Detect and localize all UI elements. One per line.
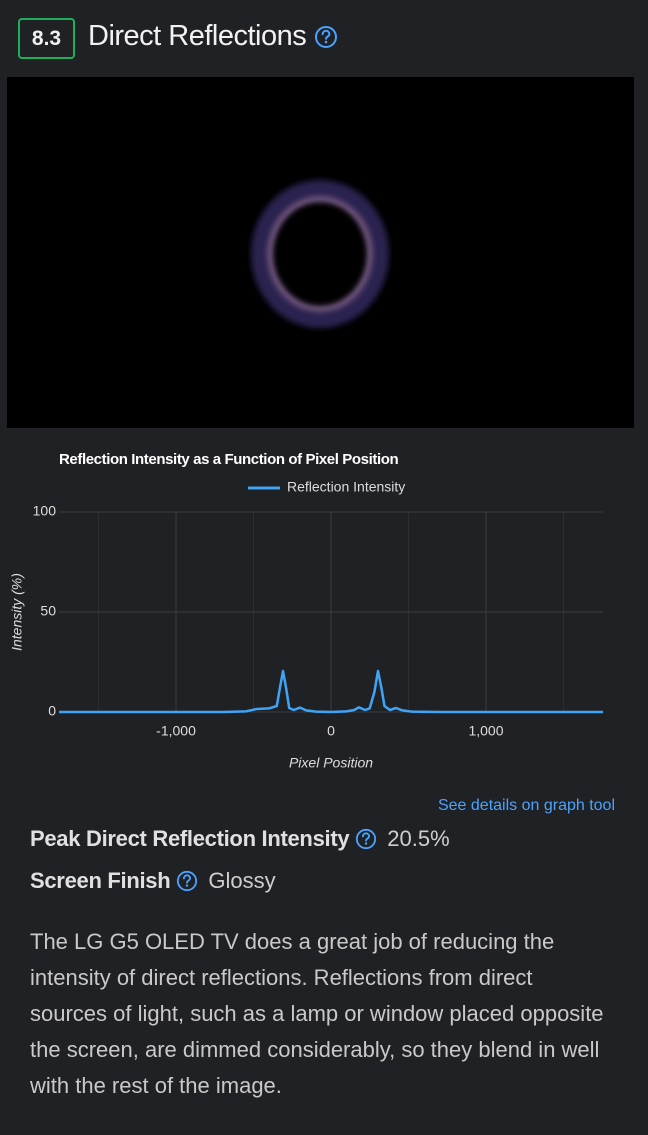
- data-line: [59, 669, 603, 714]
- y-tick-label: 50: [40, 603, 56, 619]
- help-icon[interactable]: [314, 25, 338, 49]
- reflection-photo: [7, 77, 634, 428]
- chart: Reflection Intensity as a Function of Pi…: [9, 451, 603, 771]
- help-icon[interactable]: [176, 870, 198, 892]
- x-tick-label: -1,000: [156, 723, 196, 739]
- chart-title: Reflection Intensity as a Function of Pi…: [59, 451, 398, 468]
- x-axis-label: Pixel Position: [289, 755, 373, 771]
- graph-tool-link[interactable]: See details on graph tool: [437, 797, 615, 814]
- legend-label: Reflection Intensity: [287, 479, 405, 495]
- help-icon[interactable]: [355, 828, 377, 850]
- x-tick-label: 0: [327, 723, 335, 739]
- detail-label: Screen Finish: [30, 868, 171, 893]
- score-badge: 8.3: [18, 18, 75, 59]
- y-tick-label: 0: [48, 703, 56, 719]
- title-text: Direct Reflections: [88, 20, 307, 52]
- x-tick-label: 1,000: [468, 723, 503, 739]
- section-title: Direct Reflections: [88, 20, 338, 53]
- y-axis-label: Intensity (%): [9, 573, 25, 651]
- detail-value: 20.5%: [387, 826, 450, 851]
- description: The LG G5 OLED TV does a great job of re…: [30, 929, 604, 1098]
- detail-row: Peak Direct Reflection Intensity 20.5%: [30, 826, 450, 852]
- detail-label: Peak Direct Reflection Intensity: [30, 826, 350, 851]
- detail-value: Glossy: [208, 868, 276, 893]
- y-tick-label: 100: [33, 503, 57, 519]
- detail-row: Screen Finish Glossy: [30, 868, 276, 894]
